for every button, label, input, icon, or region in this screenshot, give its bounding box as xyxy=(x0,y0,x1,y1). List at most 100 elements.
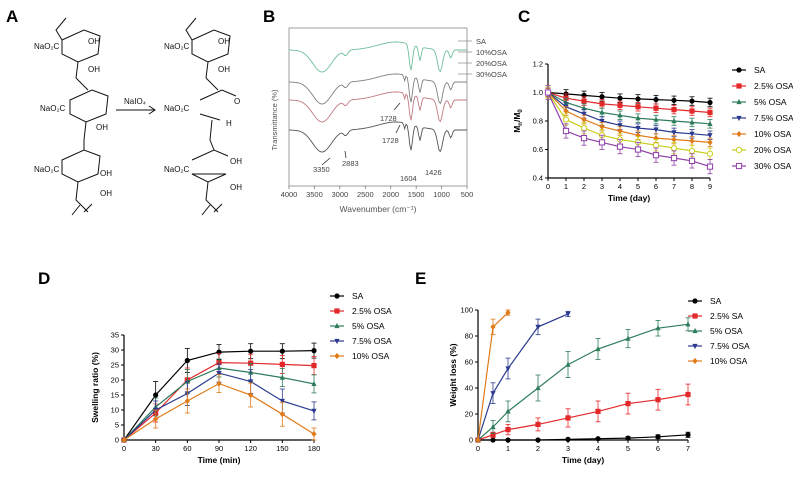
peak-1728-b: 1728 xyxy=(382,136,399,145)
x-tick-label: 6 xyxy=(656,444,660,453)
y-axis-label: Weight loss (%) xyxy=(448,343,458,406)
legend-label: SA xyxy=(710,296,722,306)
series-line xyxy=(547,91,711,104)
data-point xyxy=(599,101,605,107)
data-point xyxy=(505,366,511,372)
data-point xyxy=(635,104,641,110)
osa-oh-4: OH xyxy=(230,183,242,192)
legend-label: 7.5% OSA xyxy=(710,341,750,351)
ftir-curve-30pctosa xyxy=(288,121,467,153)
data-point xyxy=(689,98,695,104)
data-point xyxy=(490,423,496,430)
data-point xyxy=(671,107,677,113)
x-tick-label: 7 xyxy=(686,444,690,453)
data-point xyxy=(688,147,696,155)
ftir-xtick-label: 2000 xyxy=(382,190,399,199)
series-line xyxy=(547,92,711,168)
osa-structure xyxy=(185,17,237,216)
y-tick-label: 40 xyxy=(465,384,473,393)
data-point xyxy=(599,109,605,115)
series-7-5-osa xyxy=(475,310,571,444)
data-point xyxy=(565,311,571,317)
x-tick-label: 1 xyxy=(506,444,510,453)
legend-label: 2.5% OSA xyxy=(754,81,793,91)
legend-marker xyxy=(735,146,743,154)
data-point xyxy=(707,120,713,126)
peak-arrow-4 xyxy=(344,150,347,159)
data-point xyxy=(311,363,317,369)
series-line xyxy=(547,92,711,143)
data-point xyxy=(580,125,588,132)
data-point xyxy=(707,99,713,106)
peak-arrow-1 xyxy=(393,102,401,111)
y-tick-label: 10 xyxy=(111,406,119,415)
ftir-xtick-label: 3000 xyxy=(332,190,349,199)
series-7-5-osa xyxy=(545,87,713,140)
series-10-osa xyxy=(121,374,317,444)
y-tick-label: 100 xyxy=(460,306,473,315)
y-label-slash: /M xyxy=(512,113,522,122)
data-point xyxy=(653,97,659,103)
data-point xyxy=(625,335,631,341)
data-point xyxy=(653,127,659,133)
ftir-ylabel: Transmittance (%) xyxy=(270,89,279,150)
data-point xyxy=(635,115,641,121)
data-point xyxy=(505,309,511,316)
y-label-mn: M xyxy=(512,126,522,133)
data-point xyxy=(635,126,641,132)
panel-label-c: C xyxy=(518,7,530,26)
ftir-curve-20pctosa xyxy=(288,91,467,123)
legend-marker xyxy=(692,313,698,319)
data-point xyxy=(706,150,714,157)
ftir-legend-sa: SA xyxy=(476,37,486,46)
ftir-legend-20pctosa: 20%OSA xyxy=(476,59,507,68)
y-tick-label: 0.4 xyxy=(533,174,543,183)
y-axis-label: Mn/M0 xyxy=(512,109,524,133)
y-tick-label: 1.2 xyxy=(533,60,543,69)
peak-2883: 2883 xyxy=(342,159,359,168)
legend-marker xyxy=(736,98,742,105)
peak-3350: 3350 xyxy=(313,165,330,174)
sa-oh-3: OH xyxy=(96,123,108,132)
legend-marker xyxy=(692,343,698,350)
peak-1604: 1604 xyxy=(400,174,417,183)
x-axis-label: Time (min) xyxy=(198,455,241,465)
ftir-xtick-label: 2500 xyxy=(357,190,374,199)
series-5-osa xyxy=(475,317,691,443)
data-point xyxy=(671,130,677,136)
data-point xyxy=(685,391,691,398)
data-point xyxy=(153,392,159,398)
data-point xyxy=(248,379,254,385)
data-point xyxy=(565,361,571,367)
ftir-legend-10pctosa: 10%OSA xyxy=(476,48,507,57)
y-label-sub-n: n xyxy=(518,122,524,126)
legend-label: 5% OSA xyxy=(754,97,787,107)
osa-group-top: NaO₂C xyxy=(164,42,190,51)
peak-arrows xyxy=(321,102,401,166)
data-point xyxy=(655,434,661,440)
series-10-osa xyxy=(475,309,511,444)
ftir-legend-30pctosa: 30%OSA xyxy=(476,70,507,79)
legend-label: 2.5% SA xyxy=(710,311,743,321)
series-sa xyxy=(475,431,691,443)
data-point xyxy=(153,415,159,423)
y-tick-label: 25 xyxy=(111,361,119,370)
x-tick-label: 90 xyxy=(215,444,223,453)
legend-label: 7.5% OSA xyxy=(352,336,392,346)
ftir-curve-sa xyxy=(288,41,467,73)
y-tick-label: 35 xyxy=(111,331,119,340)
y-axis-label: Swelling ratio (%) xyxy=(90,352,100,423)
legend-label: 10% OSA xyxy=(710,356,748,366)
data-point xyxy=(535,324,541,330)
sa-oh-4: OH xyxy=(100,169,112,178)
osa-group-bot: NaO₂C xyxy=(164,165,190,174)
data-point xyxy=(562,116,570,123)
sa-group-top: NaO₂C xyxy=(34,42,60,51)
data-point xyxy=(671,117,677,124)
sa-group-mid: NaO₂C xyxy=(40,104,66,113)
series-2-5-osa xyxy=(545,87,713,118)
data-point xyxy=(563,99,569,105)
x-tick-label: 3 xyxy=(600,182,604,191)
x-tick-label: 120 xyxy=(244,444,257,453)
